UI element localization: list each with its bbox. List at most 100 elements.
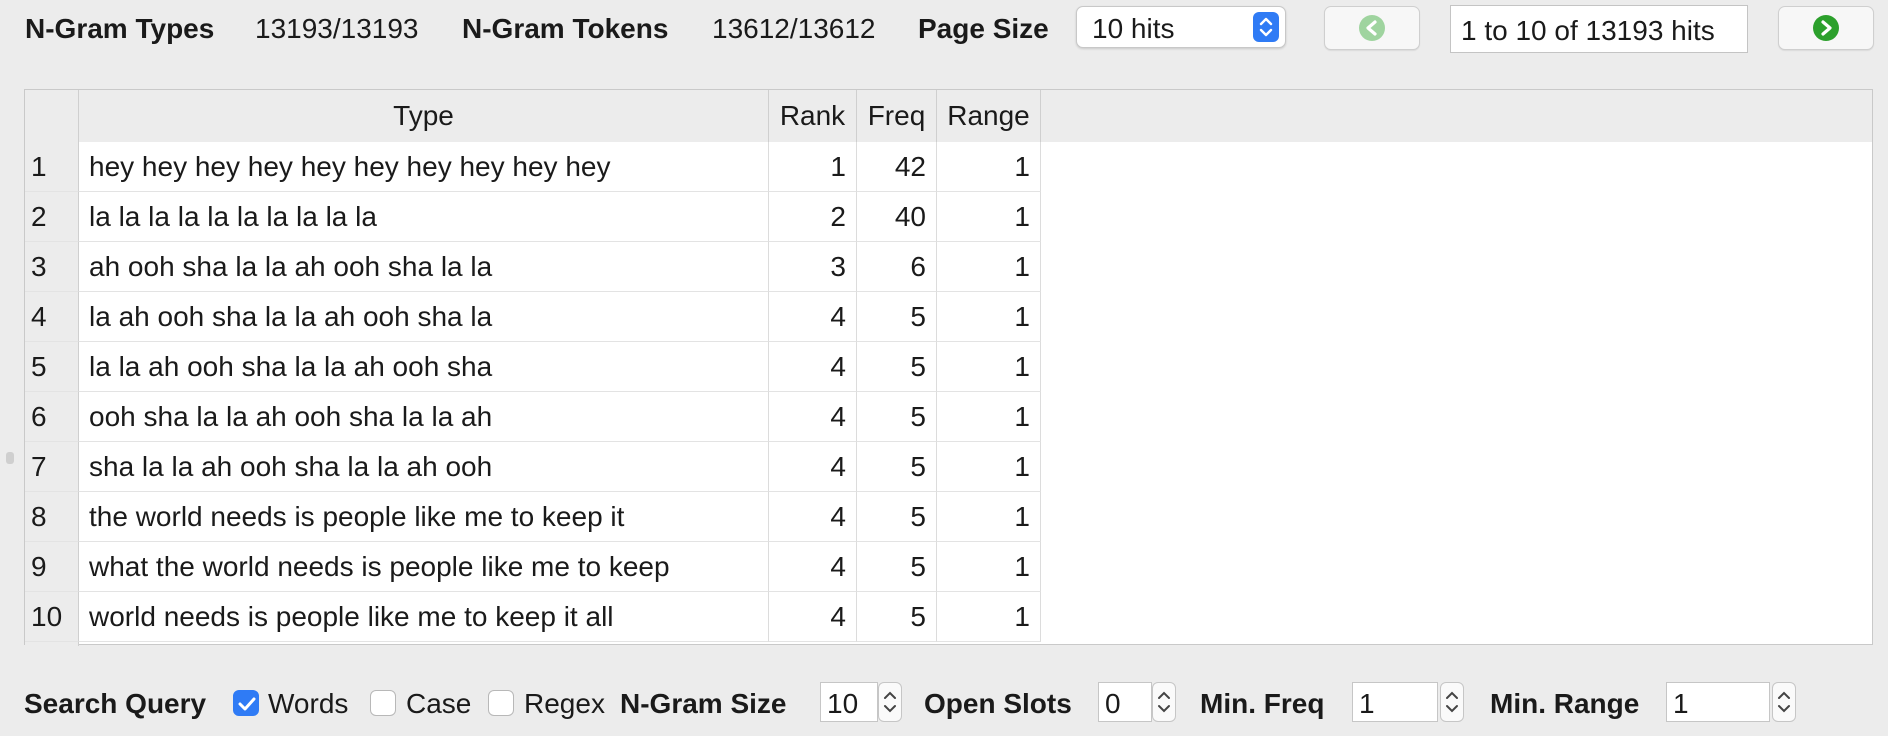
rank-cell[interactable]: 4 [769,292,857,342]
row-number: 1 [25,142,79,192]
hits-range-field[interactable]: 1 to 10 of 13193 hits [1450,5,1748,53]
open-slots-field[interactable]: 0 [1098,682,1152,722]
row-number: 8 [25,492,79,542]
page-size-value: 10 hits [1092,13,1175,44]
min-freq-stepper[interactable] [1440,682,1464,722]
table-row[interactable]: 8 the world needs is people like me to k… [25,492,1041,542]
rank-cell[interactable]: 4 [769,392,857,442]
type-cell[interactable]: world needs is people like me to keep it… [79,592,769,642]
rank-cell[interactable]: 3 [769,242,857,292]
ngram-types-label: N-Gram Types [25,13,215,44]
type-cell[interactable]: la ah ooh sha la la ah ooh sha la [79,292,769,342]
type-cell[interactable]: the world needs is people like me to kee… [79,492,769,542]
page-size-select[interactable]: 10 hits [1076,6,1286,48]
freq-cell[interactable]: 5 [857,592,937,642]
rank-cell[interactable]: 4 [769,442,857,492]
column-header-rank[interactable]: Rank [769,90,857,142]
freq-cell[interactable]: 6 [857,242,937,292]
table-row[interactable]: 3 ah ooh sha la la ah ooh sha la la 3 6 … [25,242,1041,292]
words-label[interactable]: Words [268,688,349,719]
column-header-freq[interactable]: Freq [857,90,937,142]
rank-cell[interactable]: 2 [769,192,857,242]
rank-cell[interactable]: 4 [769,342,857,392]
type-cell[interactable]: la la ah ooh sha la la ah ooh sha [79,342,769,392]
type-cell[interactable]: sha la la ah ooh sha la la ah ooh [79,442,769,492]
page-size-label: Page Size [918,13,1049,44]
stepper-arrows-icon [1158,691,1170,713]
table-row[interactable]: 4 la ah ooh sha la la ah ooh sha la 4 5 … [25,292,1041,342]
type-cell[interactable]: hey hey hey hey hey hey hey hey hey hey [79,142,769,192]
row-number-column [25,142,79,646]
rank-cell[interactable]: 4 [769,592,857,642]
ngram-tokens-label: N-Gram Tokens [462,13,669,44]
type-cell[interactable]: ooh sha la la ah ooh sha la la ah [79,392,769,442]
range-cell[interactable]: 1 [937,442,1041,492]
case-label[interactable]: Case [406,688,472,719]
regex-checkbox[interactable] [488,690,514,716]
range-cell[interactable]: 1 [937,242,1041,292]
freq-cell[interactable]: 5 [857,392,937,442]
freq-cell[interactable]: 5 [857,492,937,542]
stepper-arrows-icon [1446,691,1458,713]
freq-cell[interactable]: 5 [857,292,937,342]
stepper-arrows-icon [884,691,896,713]
split-handle[interactable] [6,452,14,464]
range-cell[interactable]: 1 [937,492,1041,542]
column-header-type[interactable]: Type [79,90,769,142]
rank-cell[interactable]: 1 [769,142,857,192]
row-number: 2 [25,192,79,242]
type-cell[interactable]: ah ooh sha la la ah ooh sha la la [79,242,769,292]
range-cell[interactable]: 1 [937,592,1041,642]
open-slots-stepper[interactable] [1152,682,1176,722]
case-checkbox[interactable] [370,690,396,716]
freq-cell[interactable]: 40 [857,192,937,242]
table-row[interactable]: 2 la la la la la la la la la la 2 40 1 [25,192,1041,242]
freq-cell[interactable]: 5 [857,442,937,492]
table-row[interactable]: 10 world needs is people like me to keep… [25,592,1041,642]
freq-cell[interactable]: 5 [857,542,937,592]
open-slots-label: Open Slots [924,688,1072,719]
type-cell[interactable]: what the world needs is people like me t… [79,542,769,592]
stepper-arrows-icon [1778,691,1790,713]
min-range-stepper[interactable] [1772,682,1796,722]
checkmark-icon [238,697,256,711]
row-number: 7 [25,442,79,492]
min-range-label: Min. Range [1490,688,1640,719]
type-cell[interactable]: la la la la la la la la la la [79,192,769,242]
regex-label[interactable]: Regex [524,688,605,719]
next-page-button[interactable] [1778,6,1874,50]
ngram-size-field[interactable]: 10 [820,682,878,722]
row-number: 6 [25,392,79,442]
hits-range-text: 1 to 10 of 13193 hits [1461,15,1715,46]
min-freq-field[interactable]: 1 [1352,682,1438,722]
row-number: 4 [25,292,79,342]
table-row[interactable]: 5 la la ah ooh sha la la ah ooh sha 4 5 … [25,342,1041,392]
ngram-size-stepper[interactable] [878,682,902,722]
search-query-label: Search Query [24,688,207,719]
rank-cell[interactable]: 4 [769,492,857,542]
range-cell[interactable]: 1 [937,142,1041,192]
previous-page-button[interactable] [1324,6,1420,50]
table-row[interactable]: 7 sha la la ah ooh sha la la ah ooh 4 5 … [25,442,1041,492]
table-row[interactable]: 1 hey hey hey hey hey hey hey hey hey he… [25,142,1041,192]
table-row[interactable]: 9 what the world needs is people like me… [25,542,1041,592]
freq-cell[interactable]: 5 [857,342,937,392]
freq-cell[interactable]: 42 [857,142,937,192]
range-cell[interactable]: 1 [937,292,1041,342]
words-checkbox[interactable] [233,690,259,716]
chevron-updown-icon [1253,12,1279,42]
ngram-size-value: 10 [827,688,859,719]
table-row[interactable]: 6 ooh sha la la ah ooh sha la la ah 4 5 … [25,392,1041,442]
rank-cell[interactable]: 4 [769,542,857,592]
open-slots-value: 0 [1105,688,1121,719]
ngram-tokens-value: 13612/13612 [712,13,876,44]
back-arrow-icon [1358,14,1386,47]
ngram-results-table: Type Rank Freq Range 1 hey hey hey hey h… [24,89,1873,646]
column-header-range[interactable]: Range [937,90,1041,142]
range-cell[interactable]: 1 [937,342,1041,392]
range-cell[interactable]: 1 [937,392,1041,442]
min-range-field[interactable]: 1 [1666,682,1770,722]
range-cell[interactable]: 1 [937,542,1041,592]
forward-arrow-icon [1812,14,1840,47]
range-cell[interactable]: 1 [937,192,1041,242]
